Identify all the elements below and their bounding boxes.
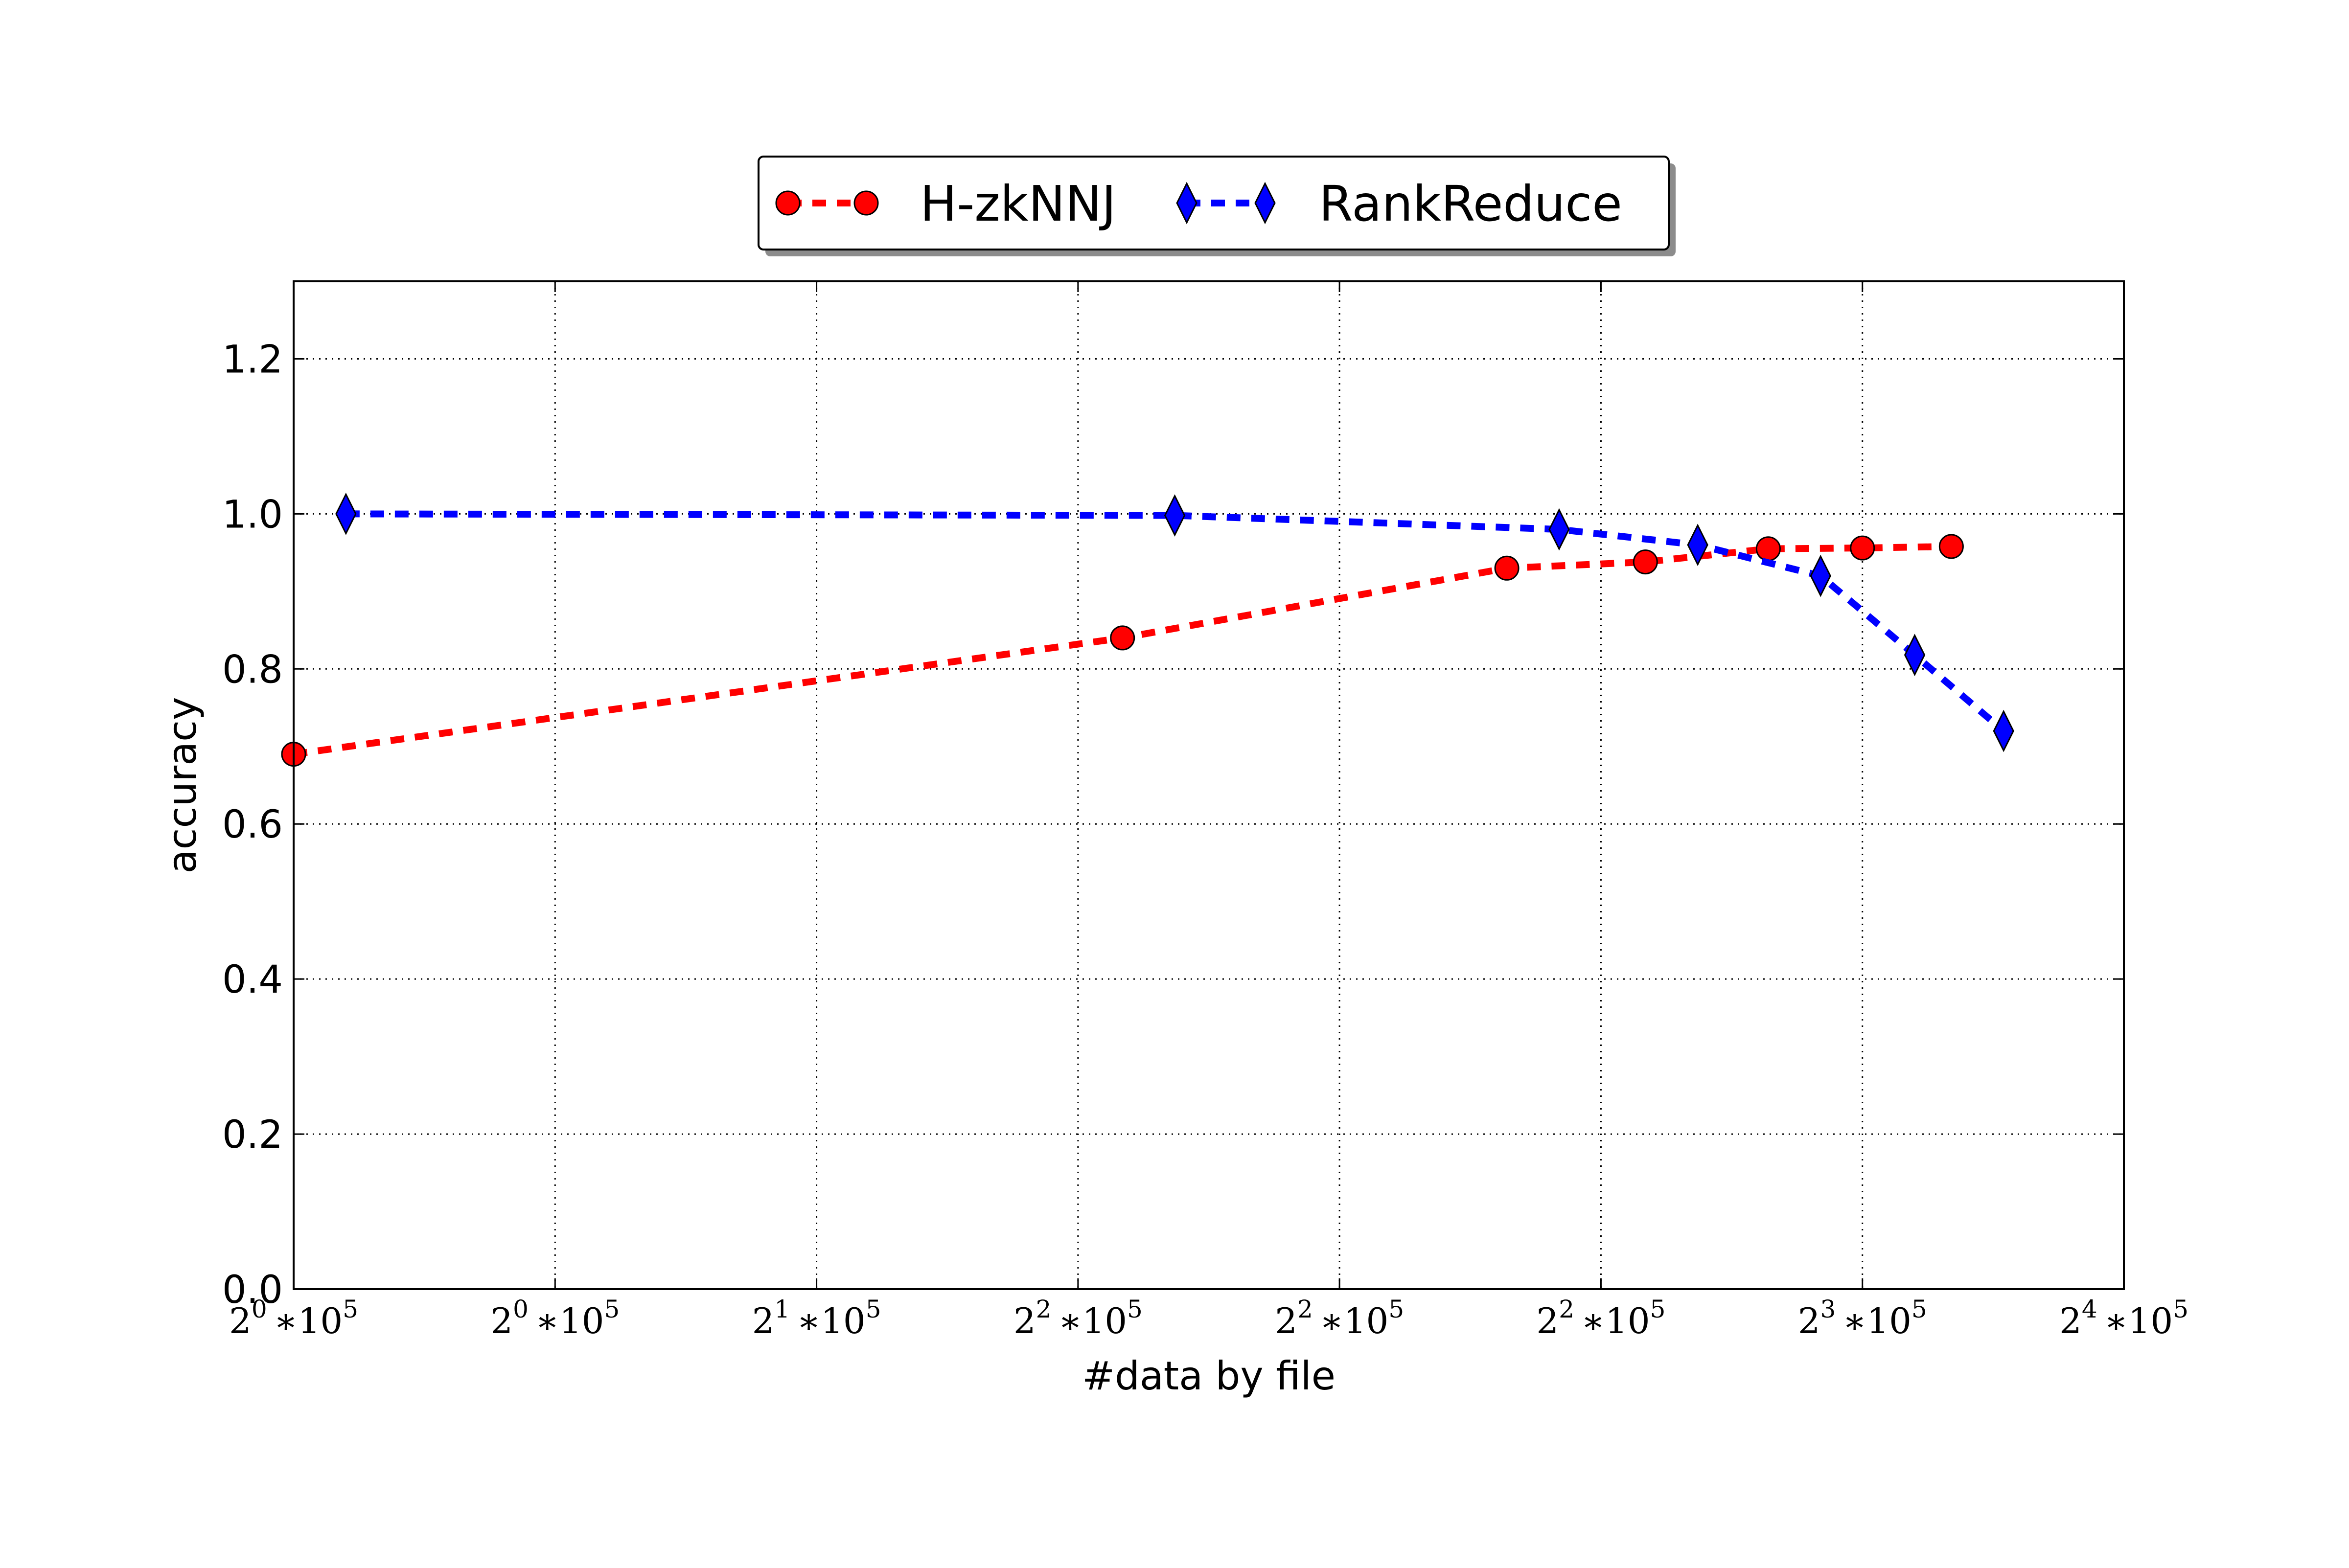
legend-marker xyxy=(775,190,801,216)
legend: H-zkNNJ RankReduce xyxy=(758,156,1676,256)
data-point xyxy=(1110,625,1135,651)
x-axis-title: #data by file xyxy=(1082,1353,1336,1399)
x-tick-label: 21 ∗105 xyxy=(752,1295,881,1341)
legend-label: RankReduce xyxy=(1319,175,1622,232)
y-tick-label: 0.2 xyxy=(222,1113,283,1157)
x-tick-label: 22 ∗105 xyxy=(1275,1295,1404,1341)
legend-label: H-zkNNJ xyxy=(920,175,1116,232)
data-point xyxy=(1687,523,1708,567)
data-point xyxy=(1993,709,2014,752)
plot-frame xyxy=(293,280,2125,1290)
series-1 xyxy=(335,493,2014,752)
y-axis-title: accuracy xyxy=(160,697,205,874)
data-point xyxy=(1938,534,1964,559)
x-tick-label: 20 ∗105 xyxy=(490,1295,620,1341)
legend-marker xyxy=(853,190,879,216)
x-tick-label: 22 ∗105 xyxy=(1013,1295,1143,1341)
legend-entry-0: H-zkNNJ xyxy=(775,175,1116,232)
x-tick-label: 22 ∗105 xyxy=(1536,1295,1665,1341)
x-tick-label: 20 ∗105 xyxy=(229,1295,358,1341)
x-tick-label: 24 ∗105 xyxy=(2059,1295,2188,1341)
y-tick-label: 0.0 xyxy=(222,1268,283,1312)
series-layer xyxy=(281,493,2014,767)
data-point xyxy=(1548,508,1570,551)
data-point xyxy=(1904,634,1926,677)
y-tick-label: 1.0 xyxy=(222,493,283,537)
data-point xyxy=(1494,555,1520,581)
y-tick-label: 0.8 xyxy=(222,648,283,692)
y-tick-label: 1.2 xyxy=(222,338,283,382)
data-point xyxy=(1164,494,1186,537)
y-tick-label: 0.4 xyxy=(222,958,283,1002)
data-point xyxy=(1850,535,1875,561)
x-tick-label: 23 ∗105 xyxy=(1798,1295,1927,1341)
data-point xyxy=(335,493,357,535)
series-0 xyxy=(281,534,1964,767)
legend-entry-1: RankReduce xyxy=(1176,175,1622,232)
series-line xyxy=(345,510,2006,734)
data-point xyxy=(1755,536,1781,562)
grid xyxy=(294,281,2124,1289)
data-point xyxy=(1633,549,1658,575)
data-point xyxy=(1810,554,1831,597)
legend-marker xyxy=(1254,182,1276,225)
y-tick-label: 0.6 xyxy=(222,803,283,847)
ticks: 0.0 0.2 0.4 0.6 0.8 1.0 1.2 20 ∗105 20 ∗105 21 ∗105 2… xyxy=(222,281,2188,1341)
legend-marker xyxy=(1176,182,1198,225)
